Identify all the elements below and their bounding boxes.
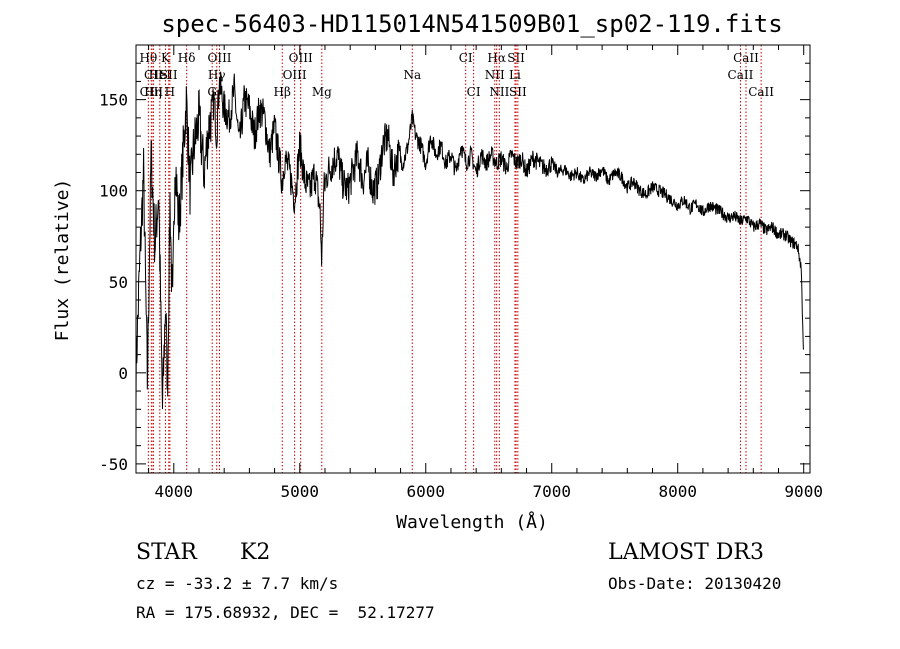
x-tick-label: 9000	[784, 482, 823, 501]
spectral-line-label: SII	[507, 51, 525, 65]
axes: 4000 5000 6000 7000 8000 9000 -50 0 50 100 150	[99, 44, 823, 501]
spectral-line-label: CaII	[728, 68, 754, 82]
object-class: STAR	[136, 540, 197, 565]
spectral-line-label: Hα	[487, 51, 506, 65]
spectral-line-label: Hγ	[208, 68, 226, 82]
spectral-line-label: HeI	[149, 68, 172, 82]
x-tick-label: 7000	[532, 482, 571, 501]
spectral-line-label: NII	[485, 68, 505, 82]
observation-date: Obs-Date: 20130420	[608, 574, 782, 593]
coordinates: RA = 175.68932, DEC = 52.17277	[136, 603, 435, 622]
spectrum-data	[135, 71, 804, 410]
survey-name: LAMOST DR3	[608, 540, 764, 565]
y-axis-label: Flux (relative)	[52, 179, 73, 342]
spectral-line-label: SII	[509, 85, 527, 99]
chart-title: spec-56403-HD115014N541509B01_sp02-119.f…	[161, 10, 782, 38]
spectral-line-label: Hθ	[139, 51, 157, 65]
x-axis-label: Wavelength (Å)	[396, 511, 548, 533]
spectral-line-label: Hβ	[274, 85, 291, 99]
spectral-line-label: Mg	[312, 85, 332, 99]
spectral-line-label: CaII	[748, 85, 774, 99]
plot-frame	[135, 44, 811, 474]
spectral-line-label: CI	[459, 51, 473, 65]
spectral-line-label: CaII	[733, 51, 759, 65]
spectral-line-label: CI	[467, 85, 481, 99]
x-tick-label: 5000	[281, 482, 320, 501]
spectral-subclass: K2	[240, 540, 271, 565]
x-tick-label: 8000	[658, 482, 697, 501]
spectral-line-markers: Hθ CII CIII K HeI Hη SII H Hδ OIII Hγ G OIII OIII Hβ Mg…	[139, 45, 774, 473]
spectral-line-label: K	[161, 51, 171, 65]
spectral-line-label: CIII	[140, 85, 164, 99]
spectral-line-label: G	[207, 85, 217, 99]
y-tick-label: 50	[109, 273, 128, 292]
spectral-line-label: OIII	[207, 51, 231, 65]
spectral-line-label: CII	[144, 68, 163, 82]
y-tick-label: 150	[99, 91, 128, 110]
x-tick-label: 4000	[155, 482, 194, 501]
spectral-line-label: Na	[403, 68, 421, 82]
y-tick-label: 0	[118, 364, 128, 383]
spectral-line-label: OIII	[283, 68, 307, 82]
spectral-line-label: OIII	[289, 51, 313, 65]
x-tick-label: 6000	[406, 482, 445, 501]
spectral-line-label: H	[165, 85, 175, 99]
spectral-line-label: SII	[160, 68, 178, 82]
y-tick-label: 100	[99, 182, 128, 201]
spectrum-series-line	[135, 71, 804, 410]
spectral-line-label: NII	[489, 85, 509, 99]
spectral-line-label: Hη	[144, 85, 162, 99]
spectrum-chart: spec-56403-HD115014N541509B01_sp02-119.f…	[52, 10, 823, 533]
spectral-line-label: Hδ	[178, 51, 196, 65]
spectral-line-label: Li	[509, 68, 521, 82]
redshift-readout: cz = -33.2 ± 7.7 km/s	[136, 574, 339, 593]
y-tick-label: -50	[99, 455, 128, 474]
